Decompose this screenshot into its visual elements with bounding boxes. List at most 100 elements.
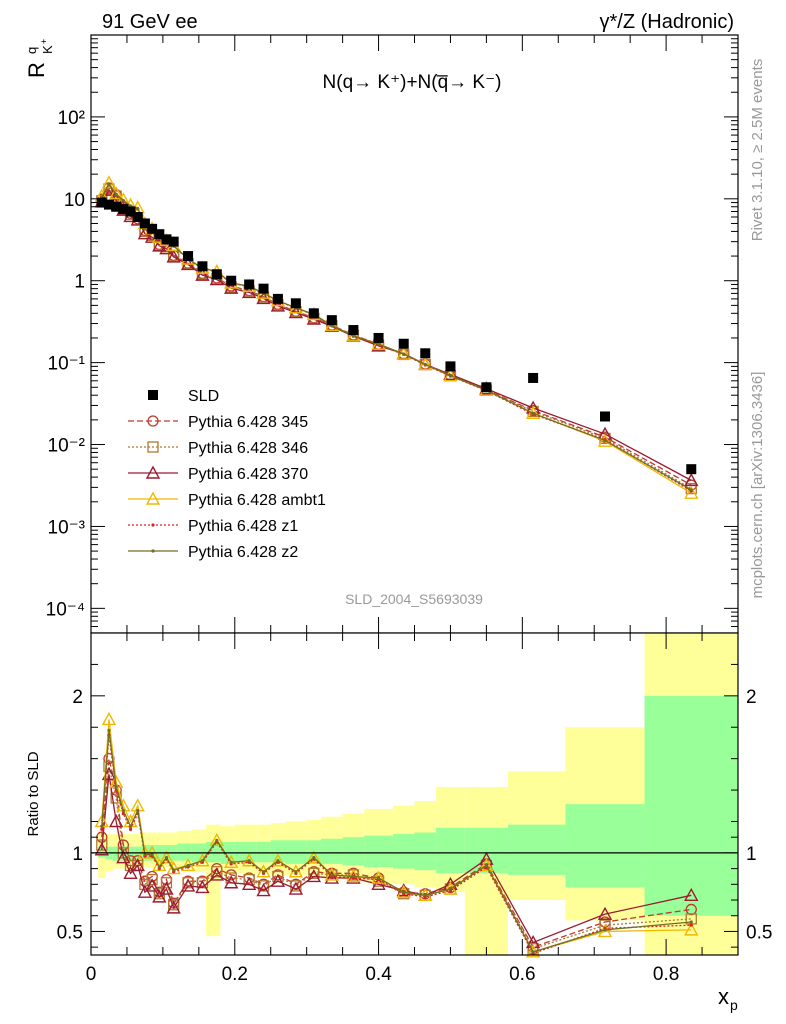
series-pythia-6-428-ambt1-main-point [101, 175, 117, 189]
series-pythia-6-428-z1-ratio-point [100, 827, 104, 831]
uncertainty-band-green [364, 835, 393, 868]
series-pythia-6-428-z2-main-point [136, 206, 140, 211]
svg-text:+: + [39, 39, 49, 44]
series-pythia-6-428-z2-main-point [448, 374, 453, 378]
series-pythia-6-428-370-ratio-point [209, 867, 224, 881]
ratio-y-tick-label-right: 1 [746, 844, 757, 865]
series-pythia-6-428-z2-ratio-point [247, 859, 251, 863]
series-pythia-6-428-z2-ratio-point [107, 728, 111, 732]
legend-entry-sld: SLD [148, 388, 219, 405]
series-pythia-6-428-346-ratio-point [96, 839, 108, 851]
series-pythia-6-428-ambt1-ratio-point [101, 711, 117, 726]
sld-data-point [398, 338, 409, 349]
sld-data-point [147, 223, 158, 234]
series-pythia-6-428-z2-ratio-point [261, 870, 266, 874]
legend-label: Pythia 6.428 z2 [188, 544, 298, 561]
series-pythia-6-428-ambt1-main-point [525, 405, 541, 420]
series-pythia-6-428-370-ratio-point [144, 878, 160, 892]
series-pythia-6-428-z2-ratio-point [376, 876, 381, 880]
distribution-formula: N(q→ K⁺)+N(q̅→ K⁻) [323, 72, 502, 93]
sld-data-point [168, 236, 179, 247]
legend-marker [147, 441, 159, 453]
series-pythia-6-428-370-ratio-point [241, 876, 257, 891]
series-pythia-6-428-z2-main-point [689, 488, 693, 492]
series-pythia-6-428-z2-ratio-point [136, 808, 140, 813]
uncertainty-band-green [112, 846, 120, 861]
series-pythia-6-428-370-ratio-point [108, 814, 124, 828]
sld-data-point [600, 411, 611, 422]
series-pythia-6-428-ambt1-ratio-point [166, 861, 181, 875]
series-pythia-6-428-346-ratio-point [182, 877, 194, 889]
sld-data-point [226, 275, 237, 286]
series-pythia-6-428-z2-ratio-point [484, 863, 488, 868]
rivet-version-label: Rivet 3.1.10, ≥ 2.5M events [749, 59, 766, 242]
legend-entry-pythia-6-428-346: Pythia 6.428 346 [128, 440, 308, 457]
series-pythia-6-428-z2-ratio-point [128, 824, 133, 828]
sld-data-point [445, 361, 456, 372]
series-pythia-6-428-z2-ratio-point [330, 873, 334, 877]
series-pythia-6-428-z1-ratio-point [128, 827, 133, 831]
series-pythia-6-428-370-ratio-point [152, 889, 167, 903]
series-pythia-6-428-370-main-point [684, 472, 699, 487]
main-y-tick-label: 10⁻⁴ [46, 599, 85, 620]
series-pythia-6-428-z2-ratio-point [294, 870, 298, 874]
series-pythia-6-428-z2-main-point [531, 411, 535, 415]
energy-title: 91 GeV ee [102, 11, 198, 33]
series-pythia-6-428-z2-ratio-point [164, 856, 169, 860]
series-pythia-6-428-z2-ratio-point [351, 874, 355, 879]
series-pythia-6-428-ambt1-ratio-point [443, 881, 458, 895]
series-pythia-6-428-345-ratio-point [117, 839, 129, 851]
main-plot-panel: 10⁻⁴ 10⁻³ 10⁻² 10⁻¹ 1 10 10² N(q→ K⁺)+N(q̅→ K⁻… [24, 34, 739, 634]
series-pythia-6-428-370-ratio-point [137, 884, 153, 898]
sld-data-point [308, 308, 319, 319]
sld-data-point [161, 234, 172, 245]
series-pythia-6-428-z2-ratio-point [276, 859, 280, 863]
legend-entry-pythia-6-428-ambt1: Pythia 6.428 ambt1 [128, 491, 326, 509]
series-pythia-6-428-z2-ratio-point [121, 808, 125, 813]
main-y-tick-label: 10⁻¹ [48, 354, 86, 375]
uncertainty-band-green [134, 846, 142, 861]
sld-data-point [132, 211, 143, 222]
series-pythia-6-428-346-ratio-point [146, 873, 158, 886]
series-pythia-6-428-370-ratio-point [224, 875, 239, 889]
series-pythia-6-428-z1-ratio-point [689, 923, 693, 927]
series-pythia-6-428-z2-main-point [376, 342, 381, 346]
sld-data-point [118, 204, 129, 215]
legend-marker [148, 390, 158, 400]
uncertainty-band-green [119, 846, 127, 861]
uncertainty-band-green [285, 840, 307, 864]
series-pythia-6-428-346-ratio-point [308, 867, 320, 879]
series-pythia-6-428-ambt1-ratio-point [209, 832, 224, 847]
series-pythia-6-428-z2-ratio-point [448, 887, 453, 891]
series-pythia-6-428-370-ratio-point [346, 870, 361, 884]
uncertainty-band-green [392, 834, 415, 869]
ratio-y-tick-label: 1 [72, 844, 83, 865]
sld-data-point [244, 279, 255, 290]
series-pythia-6-428-370-ratio-point [371, 876, 386, 891]
series-pythia-6-428-346-ratio-point [211, 866, 223, 878]
main-y-tick-label: 10⁻³ [48, 517, 86, 538]
series-pythia-6-428-z2-ratio-point [603, 928, 607, 932]
sld-data-point [290, 298, 301, 309]
uncertainty-band-green [436, 827, 465, 874]
series-pythia-6-428-z2-main-point [423, 362, 427, 367]
series-pythia-6-428-z2-ratio-point [689, 920, 693, 924]
series-pythia-6-428-370-ratio-point [130, 858, 145, 872]
ratio-y-tick-label-right: 2 [746, 687, 757, 708]
series-pythia-6-428-z2-main-point [402, 352, 406, 356]
series-pythia-6-428-370-ratio-point [166, 900, 181, 914]
series-pythia-6-428-346-ratio-point [160, 877, 173, 889]
x-tick-label: 0.6 [509, 964, 535, 985]
sld-data-point [154, 229, 165, 240]
x-tick-label: 0 [86, 964, 97, 985]
uncertainty-band-green [98, 846, 106, 858]
series-pythia-6-428-370-ratio-point [270, 873, 286, 887]
sld-data-point [139, 218, 150, 229]
series-pythia-6-428-370-main-point [288, 305, 304, 319]
sld-data-point [211, 269, 222, 280]
uncertainty-band-green [256, 841, 271, 863]
x-tick-label: 0.8 [653, 964, 679, 985]
series-pythia-6-428-z2-main-point [114, 192, 118, 196]
sld-data-point [481, 382, 492, 393]
series-pythia-6-428-370-ratio-point [195, 879, 210, 894]
